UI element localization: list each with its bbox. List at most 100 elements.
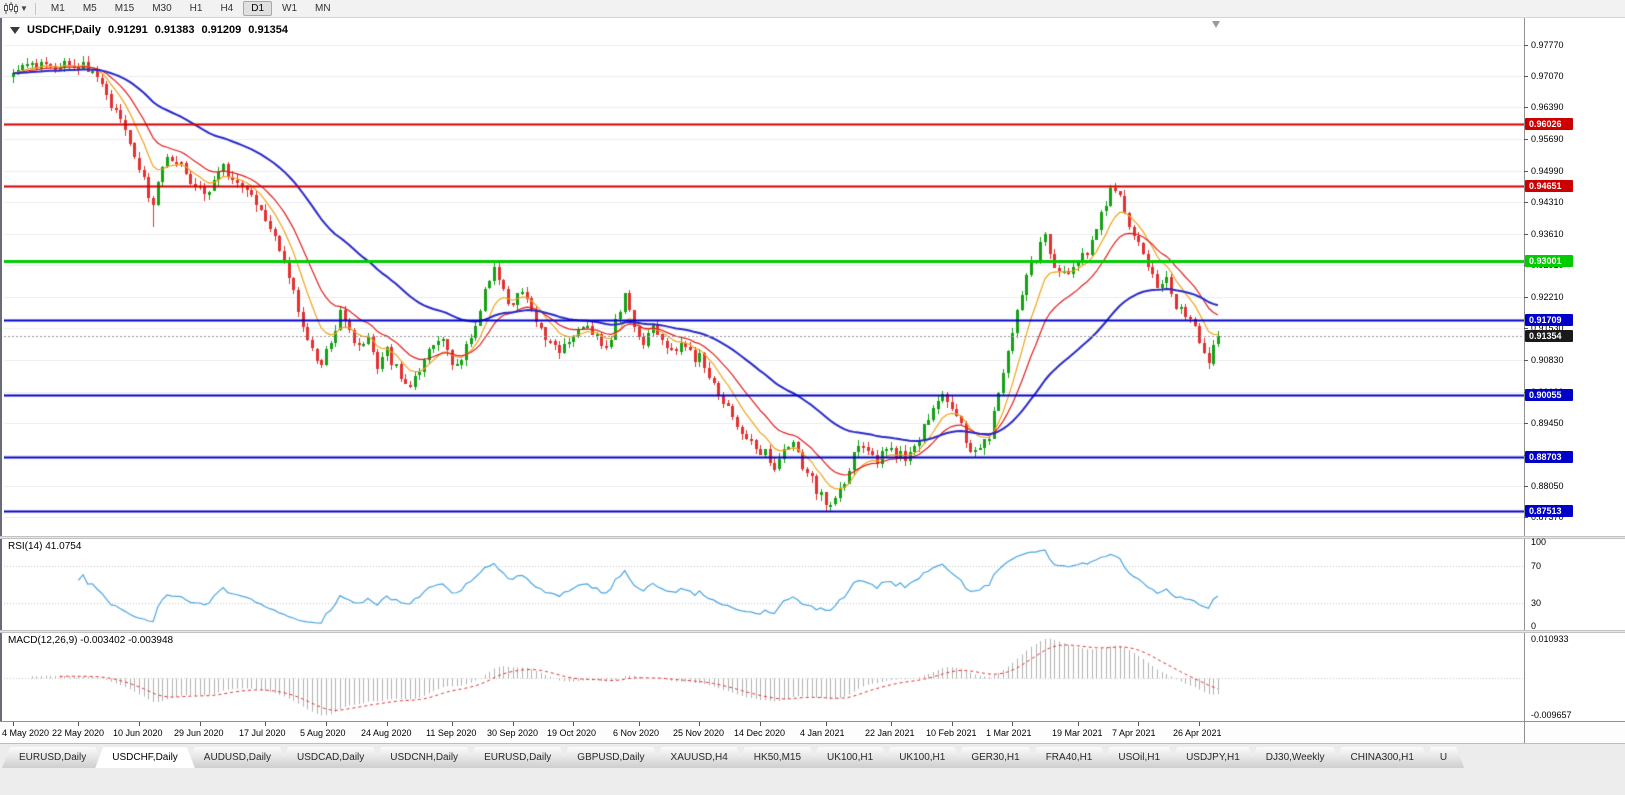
timeframe-button-h1[interactable]: H1 bbox=[189, 3, 203, 14]
price-tick-label: 0.93610 bbox=[1531, 229, 1564, 239]
chevron-down-icon[interactable]: ▼ bbox=[20, 4, 28, 13]
rsi-indicator-label: RSI(14) 41.0754 bbox=[8, 541, 82, 552]
macd-indicator-label: MACD(12,26,9) -0.003402 -0.003948 bbox=[8, 635, 174, 646]
time-tick-mark bbox=[387, 722, 388, 726]
price-level-marker-0-94651: 0.94651 bbox=[1525, 180, 1573, 192]
time-tick-mark bbox=[452, 722, 453, 726]
time-tick-mark bbox=[1012, 722, 1013, 726]
chart-tab-eurusd-daily[interactable]: EURUSD,Daily bbox=[2, 747, 103, 768]
chart-tab-ger30-h1[interactable]: GER30,H1 bbox=[954, 747, 1036, 768]
time-axis-label: 29 Jun 2020 bbox=[174, 728, 224, 738]
chart-tab-usdjpy-h1[interactable]: USDJPY,H1 bbox=[1169, 747, 1257, 768]
panel-splitter[interactable] bbox=[0, 630, 1625, 633]
chart-tab-eurusd-daily[interactable]: EURUSD,Daily bbox=[467, 747, 568, 768]
time-tick-mark bbox=[952, 722, 953, 726]
time-tick-mark bbox=[326, 722, 327, 726]
chart-shift-marker[interactable] bbox=[1212, 21, 1220, 28]
rsi-scale-label: 30 bbox=[1531, 598, 1542, 608]
time-axis-label: 17 Jul 2020 bbox=[239, 728, 286, 738]
timeframe-button-m15[interactable]: M15 bbox=[114, 3, 135, 14]
toolbar-separator bbox=[34, 2, 36, 15]
chart-tab-china300-h1[interactable]: CHINA300,H1 bbox=[1334, 747, 1431, 768]
chart-tab-xauusd-h4[interactable]: XAUUSD,H4 bbox=[654, 747, 745, 768]
price-tick-label: 0.94990 bbox=[1531, 166, 1564, 176]
time-axis-label: 14 Dec 2020 bbox=[734, 728, 786, 738]
ohlc-open: 0.91291 bbox=[107, 24, 148, 36]
time-tick-mark bbox=[639, 722, 640, 726]
time-tick-mark bbox=[760, 722, 761, 726]
window-bottom-strip bbox=[0, 767, 1625, 795]
time-tick-mark bbox=[1138, 722, 1139, 726]
price-tick-label: 0.90830 bbox=[1531, 355, 1564, 365]
ohlc-low: 0.91209 bbox=[201, 24, 242, 36]
chart-tab-usdcnh-daily[interactable]: USDCNH,Daily bbox=[373, 747, 475, 768]
price-tick-label: 0.97770 bbox=[1531, 40, 1564, 50]
price-tick-label: 0.92210 bbox=[1531, 292, 1564, 302]
price-tick-label: 0.88750 bbox=[1531, 450, 1564, 460]
chart-ohlc-header: USDCHF,Daily 0.91291 0.91383 0.91209 0.9… bbox=[10, 24, 288, 36]
rsi-panel-canvas[interactable] bbox=[4, 539, 1524, 630]
timeframe-button-m5[interactable]: M5 bbox=[82, 3, 97, 14]
time-tick-mark bbox=[139, 722, 140, 726]
timeframe-button-w1[interactable]: W1 bbox=[282, 3, 298, 14]
time-tick-mark bbox=[13, 722, 14, 726]
chart-tab-audusd-daily[interactable]: AUDUSD,Daily bbox=[187, 747, 288, 768]
chart-tab-hk50-m15[interactable]: HK50,M15 bbox=[737, 747, 818, 768]
chart-tab-uk100-h1[interactable]: UK100,H1 bbox=[810, 747, 890, 768]
time-axis-label: 6 Nov 2020 bbox=[613, 728, 660, 738]
timeframe-toolbar: ▼ M1 M5 M15 M30 H1 H4 D1 W1 MN bbox=[0, 0, 1625, 18]
time-axis-label: 10 Feb 2021 bbox=[926, 728, 977, 738]
timeframe-button-d1[interactable]: D1 bbox=[243, 1, 273, 16]
chart-tab-usdcad-daily[interactable]: USDCAD,Daily bbox=[280, 747, 381, 768]
chart-tab-usoil-h1[interactable]: USOil,H1 bbox=[1101, 747, 1177, 768]
price-chart-canvas[interactable] bbox=[4, 20, 1524, 536]
price-tick-label: 0.88050 bbox=[1531, 481, 1564, 491]
price-tick-label: 0.89450 bbox=[1531, 418, 1564, 428]
chart-tab-dj30-weekly[interactable]: DJ30,Weekly bbox=[1249, 747, 1342, 768]
macd-panel-canvas[interactable] bbox=[4, 633, 1524, 721]
timeframe-button-m30[interactable]: M30 bbox=[152, 3, 172, 14]
rsi-scale-label: 70 bbox=[1531, 561, 1542, 571]
chart-tab-usdchf-daily[interactable]: USDCHF,Daily bbox=[95, 747, 195, 768]
chart-tab-u[interactable]: U bbox=[1423, 747, 1464, 768]
one-click-trading-arrow-icon[interactable] bbox=[10, 26, 20, 34]
timeframe-button-mn[interactable]: MN bbox=[315, 3, 331, 14]
time-tick-mark bbox=[1199, 722, 1200, 726]
macd-scale-bottom-label: -0.009657 bbox=[1531, 710, 1572, 720]
ohlc-high: 0.91383 bbox=[154, 24, 195, 36]
timeframe-button-h4[interactable]: H4 bbox=[220, 3, 234, 14]
time-axis-border bbox=[0, 721, 1625, 722]
price-tick-label: 0.94310 bbox=[1531, 197, 1564, 207]
time-axis-label: 26 Apr 2021 bbox=[1173, 728, 1222, 738]
time-axis-label: 10 Jun 2020 bbox=[113, 728, 163, 738]
chart-symbol-title: USDCHF,Daily bbox=[27, 24, 101, 36]
price-level-marker-0-91709: 0.91709 bbox=[1525, 314, 1573, 326]
price-level-marker-0-91354: 0.91354 bbox=[1525, 330, 1573, 342]
time-axis[interactable]: 4 May 2020 22 May 2020 10 Jun 2020 29 Jun 2… bbox=[0, 721, 1625, 743]
time-axis-label: 19 Oct 2020 bbox=[547, 728, 597, 738]
candlestick-chart-icon[interactable] bbox=[4, 2, 18, 15]
time-axis-label: 1 Mar 2021 bbox=[986, 728, 1032, 738]
time-axis-label: 5 Aug 2020 bbox=[300, 728, 346, 738]
time-axis-label: 24 Aug 2020 bbox=[361, 728, 412, 738]
panel-splitter[interactable] bbox=[0, 536, 1625, 539]
time-axis-label: 4 May 2020 bbox=[2, 728, 50, 738]
price-tick-label: 0.90130 bbox=[1531, 387, 1564, 397]
price-tick-label: 0.91530 bbox=[1531, 323, 1564, 333]
chart-tab-fra40-h1[interactable]: FRA40,H1 bbox=[1029, 747, 1110, 768]
price-level-marker-0-87513: 0.87513 bbox=[1525, 505, 1573, 517]
time-tick-mark bbox=[699, 722, 700, 726]
time-tick-mark bbox=[513, 722, 514, 726]
chart-tab-gbpusd-daily[interactable]: GBPUSD,Daily bbox=[560, 747, 661, 768]
time-axis-label: 22 Jan 2021 bbox=[865, 728, 915, 738]
price-scale-border bbox=[1524, 18, 1525, 743]
time-tick-mark bbox=[826, 722, 827, 726]
price-level-marker-0-93001: 0.93001 bbox=[1525, 255, 1573, 267]
time-axis-label: 11 Sep 2020 bbox=[426, 728, 477, 738]
chart-tab-uk100-h1[interactable]: UK100,H1 bbox=[882, 747, 962, 768]
price-tick-label: 0.87370 bbox=[1531, 512, 1564, 522]
timeframe-button-m1[interactable]: M1 bbox=[50, 3, 65, 14]
time-axis-label: 7 Apr 2021 bbox=[1112, 728, 1156, 738]
price-level-marker-0-96026: 0.96026 bbox=[1525, 118, 1573, 130]
